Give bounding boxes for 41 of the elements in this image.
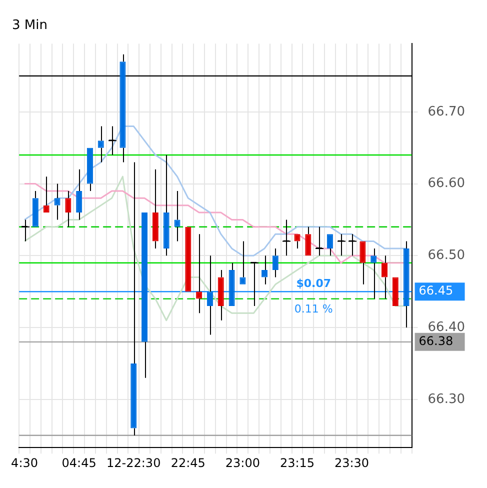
candlestick [76, 168, 82, 220]
y-tick-label: 66.70 [428, 104, 465, 120]
candlestick [403, 240, 410, 328]
y-tick-label: 66.30 [428, 392, 465, 407]
candlestick [305, 226, 312, 256]
candlestick [65, 190, 72, 228]
x-tick-label: 04:45 [62, 456, 96, 470]
y-tick-label: 66.40 [428, 320, 465, 335]
x-tick-label: 23:30 [334, 456, 370, 470]
annotation: $0.07 [296, 277, 332, 290]
ref-line-label: 66.45 [418, 284, 454, 298]
candlestick [272, 248, 278, 278]
candlestick [240, 240, 246, 284]
candlestick [152, 168, 158, 249]
candlestick [54, 183, 60, 220]
candlestick [32, 190, 38, 227]
x-tick-label: 22:45 [170, 456, 206, 470]
candlestick [86, 148, 93, 192]
x-tick-label: 4:30 [11, 456, 38, 470]
x-tick-label: 23:00 [225, 456, 260, 470]
candlestick [360, 241, 366, 285]
candlestick [174, 190, 180, 242]
x-tick-label: 23:15 [280, 456, 315, 470]
candlestick [326, 234, 333, 256]
ref-line-label: 66.38 [418, 334, 454, 348]
x-tick-label: 12-22:30 [106, 456, 161, 470]
annotation: 0.11 % [294, 302, 333, 316]
chart-title: 3 Min [12, 18, 48, 34]
candlestick [142, 212, 148, 378]
candlestick [228, 262, 235, 306]
candlestick [206, 255, 213, 336]
candlestick [370, 248, 377, 300]
candlestick [382, 255, 388, 300]
candlestick [130, 162, 137, 436]
y-tick-label: 66.50 [428, 248, 465, 264]
candlestick [43, 176, 50, 213]
candlestick [294, 234, 300, 249]
candlestick [163, 154, 170, 256]
candlestick [218, 270, 224, 321]
y-tick-label: 66.60 [428, 176, 465, 192]
candlestick [98, 126, 104, 163]
